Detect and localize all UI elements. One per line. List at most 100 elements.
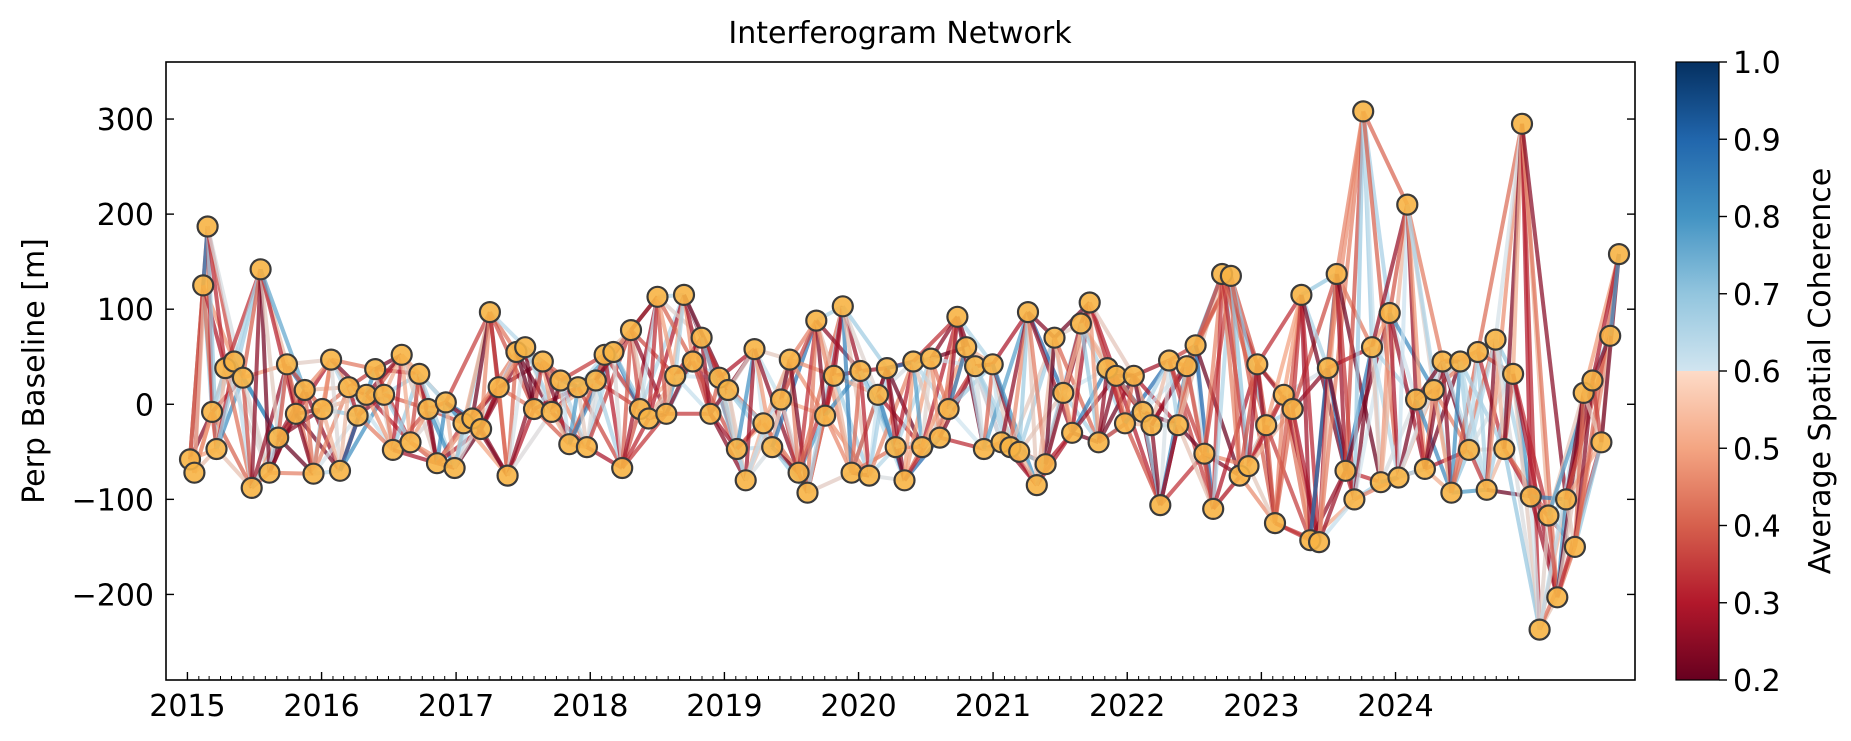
acquisition-node: [1510, 112, 1534, 135]
acquisition-node: [1546, 586, 1569, 609]
acquisition-node: [769, 388, 793, 411]
acquisition-node: [1316, 357, 1340, 380]
acquisition-node: [1307, 530, 1331, 554]
interferogram-edge: [1414, 399, 1427, 470]
interferogram-edge: [893, 357, 933, 448]
interferogram-edge: [240, 268, 263, 379]
y-tick-label: −100: [72, 483, 154, 518]
interferogram-edge: [408, 373, 422, 443]
acquisition-node: [1396, 193, 1419, 216]
interferogram-edge: [1167, 359, 1216, 510]
acquisition-node: [981, 353, 1004, 376]
y-axis-label: Perp Baseline [m]: [17, 238, 52, 504]
acquisition-node: [364, 358, 387, 381]
interferogram-edge: [1246, 364, 1260, 467]
acquisition-node: [1219, 264, 1243, 287]
x-tick-label: 2021: [955, 689, 1031, 724]
acquisition-node: [1493, 437, 1516, 461]
acquisition-node: [575, 436, 599, 459]
acquisition-node: [192, 274, 215, 297]
acquisition-node: [1025, 474, 1048, 497]
acquisition-node: [408, 362, 431, 385]
interferogram-edge: [1511, 123, 1524, 374]
acquisition-node: [655, 402, 678, 425]
interferogram-edge: [1449, 361, 1463, 493]
interferogram-edge: [841, 305, 889, 370]
acquisition-node: [584, 369, 607, 392]
interferogram-edge: [655, 295, 695, 363]
acquisition-node: [470, 417, 493, 441]
interferogram-edge: [1255, 293, 1304, 366]
interferogram-edge: [311, 414, 360, 475]
acquisition-node: [249, 258, 272, 281]
acquisition-node: [1501, 362, 1525, 385]
interferogram-edge: [1493, 339, 1542, 630]
interferogram-edge: [1158, 452, 1206, 507]
interferogram-edge: [920, 358, 933, 448]
interferogram-edge: [752, 348, 801, 474]
interferogram-edge: [1017, 311, 1030, 452]
acquisition-node: [1290, 283, 1313, 306]
x-tick-label: 2015: [149, 689, 225, 724]
interferogram-edge: [249, 269, 263, 488]
interferogram-edge: [1096, 374, 1136, 444]
acquisition-node: [1378, 301, 1401, 325]
acquisition-node: [1519, 485, 1542, 508]
x-tick-label: 2017: [418, 689, 494, 724]
acquisition-node: [346, 404, 369, 427]
acquisition-node: [531, 350, 554, 373]
y-axis: −200 −100 0 100 200 300: [72, 103, 1635, 613]
acquisition-node: [1263, 511, 1287, 535]
acquisition-node: [919, 347, 943, 370]
acquisition-node: [1537, 504, 1560, 527]
acquisition-node: [443, 456, 466, 480]
colorbar-label: Average Spatial Coherence: [1803, 168, 1838, 574]
acquisition-node: [787, 461, 810, 484]
interferogram-edge: [505, 410, 554, 477]
colorbar: [1675, 61, 1720, 681]
acquisition-node: [1113, 412, 1137, 435]
acquisition-node: [284, 402, 307, 425]
acquisition-node: [725, 437, 749, 461]
interferogram-edge: [1149, 359, 1172, 426]
interferogram-edge: [929, 358, 942, 438]
acquisition-node: [1184, 334, 1207, 357]
acquisition-node: [1475, 478, 1498, 501]
colorbar-tick-label: 0.9: [1733, 123, 1781, 158]
interferogram-edge: [1087, 301, 1136, 377]
acquisition-node: [752, 412, 775, 435]
acquisition-node: [602, 340, 625, 364]
acquisition-node: [1034, 453, 1057, 476]
interferogram-edge: [258, 268, 307, 391]
interferogram-edge: [1502, 448, 1542, 630]
interferogram-edge: [831, 375, 854, 474]
acquisition-node: [761, 436, 784, 459]
acquisition-node: [1440, 481, 1463, 504]
acquisition-node: [478, 301, 501, 324]
acquisition-node: [681, 350, 704, 373]
acquisition-node: [1122, 364, 1145, 387]
acquisition-node: [1563, 535, 1587, 559]
interferogram-edge: [1387, 312, 1401, 478]
acquisition-node: [183, 461, 206, 484]
interferogram-edge: [1043, 337, 1057, 465]
interferogram-edge: [981, 311, 1030, 450]
acquisition-node: [1590, 431, 1613, 454]
interferogram-edge: [655, 296, 669, 414]
interferogram-edge: [840, 305, 880, 396]
acquisition-node: [716, 378, 740, 402]
acquisition-node: [1043, 326, 1066, 349]
interferogram-edge: [1264, 424, 1313, 541]
y-tick-label: 200: [97, 198, 154, 233]
chart-title: Interferogram Network: [728, 16, 1072, 51]
acquisition-node: [813, 404, 837, 427]
acquisition-node: [946, 305, 969, 328]
x-axis: 2015 2016 2017 2018 2019 2020 2021 2022 2023 2024: [149, 672, 1520, 724]
interferogram-edge: [902, 361, 916, 481]
interferogram-edge: [399, 354, 413, 443]
acquisition-node: [320, 348, 343, 371]
acquisition-node: [664, 364, 687, 387]
acquisition-node: [328, 459, 352, 482]
acquisition-node: [1528, 618, 1551, 641]
